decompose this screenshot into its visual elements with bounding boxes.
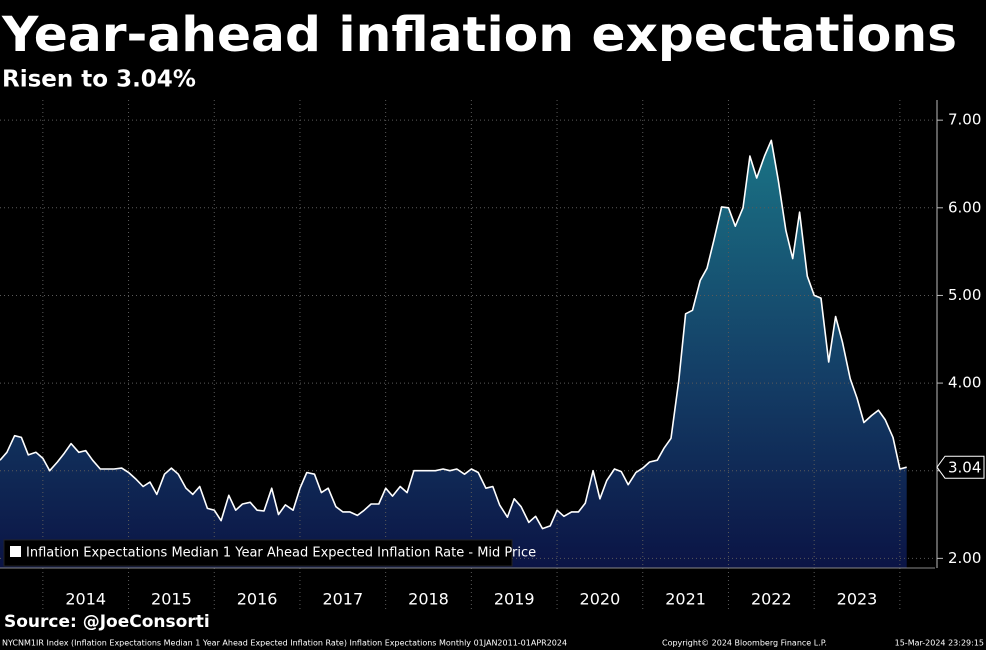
y-tick-label: 2.00 <box>948 549 981 567</box>
footer-copyright: Copyright© 2024 Bloomberg Finance L.P. <box>662 639 827 648</box>
x-tick-label: 2022 <box>751 590 792 609</box>
last-value-box <box>936 455 985 479</box>
x-tick-label: 2017 <box>322 590 363 609</box>
x-tick-label: 2023 <box>837 590 878 609</box>
legend-label: Inflation Expectations Median 1 Year Ahe… <box>26 546 536 561</box>
footer-note: NYCNM1IR Index (Inflation Expectations M… <box>2 639 567 648</box>
legend-box <box>3 539 513 567</box>
y-tick-label: 4.00 <box>948 374 981 392</box>
chart-subtitle: Risen to 3.04% <box>2 67 196 93</box>
x-tick-label: 2016 <box>237 590 278 609</box>
legend: Inflation Expectations Median 1 Year Ahe… <box>3 539 536 567</box>
y-tick-label: 5.00 <box>948 286 981 304</box>
series-line <box>0 139 907 530</box>
last-value-label: 3.04 <box>948 459 981 477</box>
area-fill <box>0 140 907 569</box>
x-tick-label: 2014 <box>65 590 106 609</box>
x-tick-label: 2019 <box>494 590 535 609</box>
x-tick-label: 2018 <box>408 590 449 609</box>
y-tick-label: 7.00 <box>948 111 981 129</box>
source: Source: @JoeConsorti <box>4 612 210 632</box>
legend-swatch <box>10 546 21 557</box>
plot-area: 2014 2015 2016 2017 2018 2019 2020 2021 2022 2023… <box>0 100 985 610</box>
x-tick-label: 2020 <box>580 590 621 609</box>
x-tick-label: 2021 <box>665 590 706 609</box>
y-tick-label: 6.00 <box>948 198 981 216</box>
chart-title: Year-ahead inflation expectations <box>1 7 957 63</box>
footer-timestamp: 15-Mar-2024 23:29:15 <box>895 639 984 648</box>
x-tick-label: 2015 <box>151 590 192 609</box>
